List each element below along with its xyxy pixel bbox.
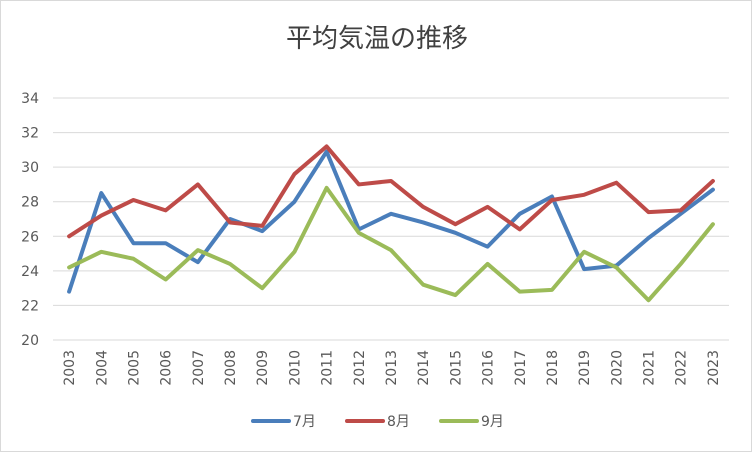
x-tick-label: 2011 <box>320 350 336 386</box>
y-tick-label: 28 <box>21 195 39 211</box>
x-tick-label: 2020 <box>609 350 625 386</box>
x-tick-label: 2022 <box>674 350 690 386</box>
series-lines <box>67 144 715 303</box>
x-tick-label: 2010 <box>287 350 303 386</box>
x-tick-label: 2023 <box>706 350 722 386</box>
x-tick-label: 2008 <box>223 350 239 386</box>
x-tick-label: 2004 <box>94 350 110 386</box>
x-tick-label: 2012 <box>352 350 368 386</box>
x-tick-label: 2021 <box>642 350 658 386</box>
x-tick-label: 2014 <box>416 350 432 386</box>
y-tick-label: 26 <box>21 229 39 245</box>
x-tick-label: 2016 <box>481 350 497 386</box>
chart-title: 平均気温の推移 <box>286 24 468 54</box>
x-tick-label: 2005 <box>126 350 142 386</box>
x-axis-tick-labels: 2003 2004 2005 2006 2007 2008 2009 2010 2011 2012… <box>62 350 722 386</box>
legend-label: 7月 <box>293 414 316 430</box>
x-tick-label: 2006 <box>159 350 175 386</box>
y-axis-tick-labels: 20 22 24 26 28 30 32 34 <box>21 91 39 349</box>
legend-label: 9月 <box>481 414 504 430</box>
legend: 7月 8月 9月 <box>251 414 504 430</box>
x-tick-label: 2015 <box>448 350 464 386</box>
series-line-3 <box>67 185 715 303</box>
y-tick-label: 24 <box>21 264 39 280</box>
legend-label: 8月 <box>387 414 410 430</box>
y-tick-label: 34 <box>21 91 39 107</box>
series-line-1 <box>67 149 715 294</box>
x-tick-label: 2009 <box>255 350 271 386</box>
gridlines <box>53 97 729 341</box>
y-tick-label: 20 <box>21 333 39 349</box>
x-tick-label: 2017 <box>513 350 529 386</box>
series-line-2 <box>67 144 715 239</box>
x-tick-label: 2007 <box>191 350 207 386</box>
y-tick-label: 30 <box>21 160 39 176</box>
x-tick-label: 2018 <box>545 350 561 386</box>
x-tick-label: 2013 <box>384 350 400 386</box>
y-tick-label: 22 <box>21 298 39 314</box>
x-tick-label: 2003 <box>62 350 78 386</box>
y-tick-label: 32 <box>21 126 39 142</box>
x-tick-label: 2019 <box>577 350 593 386</box>
